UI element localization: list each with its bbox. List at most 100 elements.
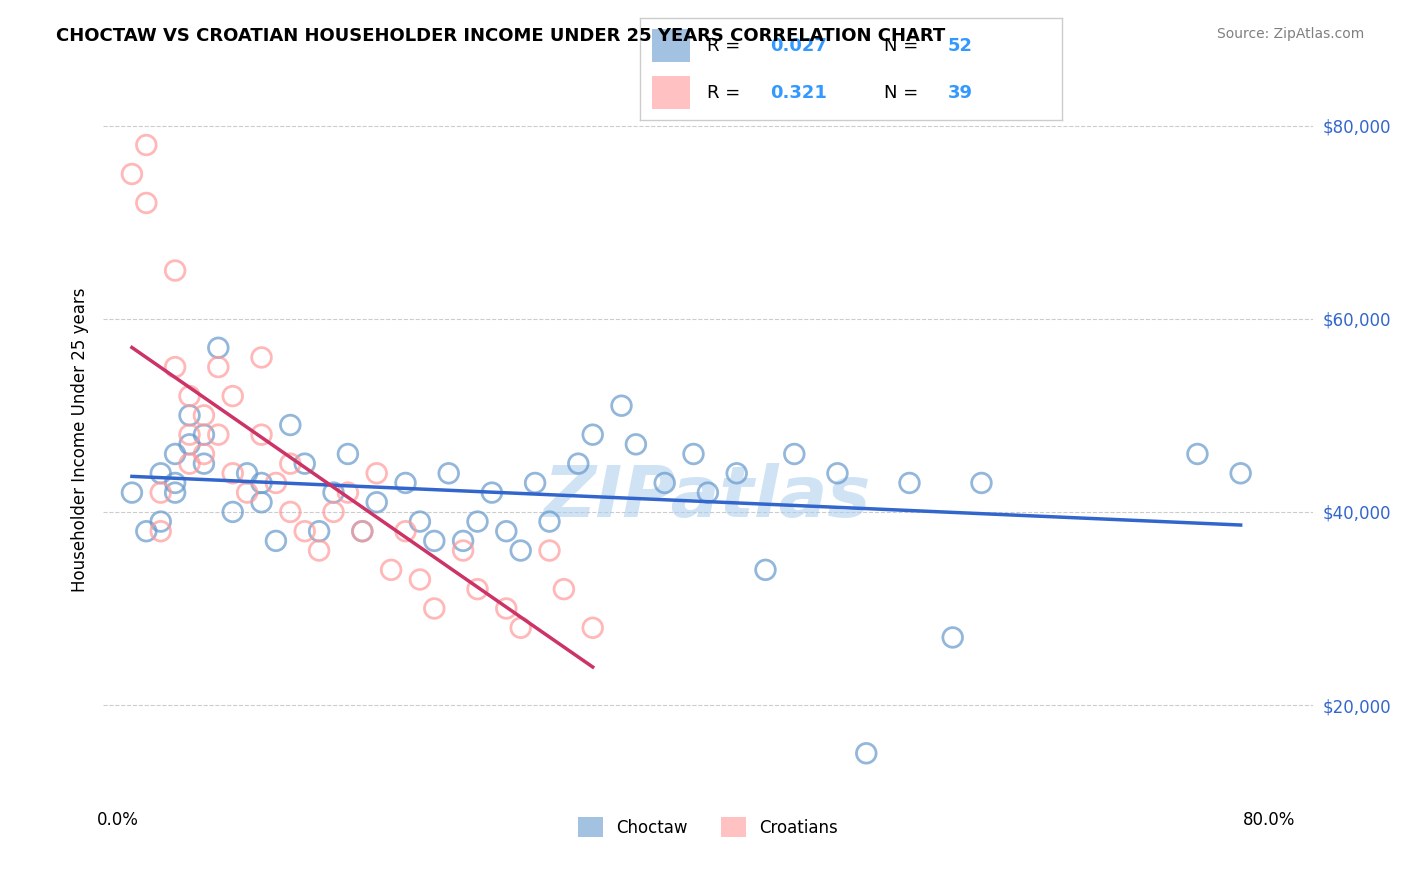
- Point: [193, 447, 215, 461]
- Point: [165, 447, 187, 461]
- Point: [624, 437, 647, 451]
- Point: [509, 621, 531, 635]
- Point: [682, 447, 704, 461]
- Point: [165, 263, 187, 277]
- Point: [121, 485, 143, 500]
- Point: [366, 495, 388, 509]
- Point: [467, 582, 489, 596]
- Point: [783, 447, 806, 461]
- Point: [538, 543, 561, 558]
- Point: [222, 505, 245, 519]
- Point: [250, 427, 273, 442]
- Point: [165, 485, 187, 500]
- Point: [179, 389, 201, 403]
- Point: [352, 524, 374, 539]
- Point: [394, 524, 416, 539]
- Point: [250, 475, 273, 490]
- Point: [165, 475, 187, 490]
- Point: [135, 138, 157, 153]
- Point: [236, 485, 259, 500]
- Text: CHOCTAW VS CROATIAN HOUSEHOLDER INCOME UNDER 25 YEARS CORRELATION CHART: CHOCTAW VS CROATIAN HOUSEHOLDER INCOME U…: [56, 27, 945, 45]
- Text: 0.321: 0.321: [770, 84, 827, 102]
- Y-axis label: Householder Income Under 25 years: Householder Income Under 25 years: [72, 287, 89, 591]
- Point: [149, 524, 172, 539]
- Text: 39: 39: [948, 84, 973, 102]
- Point: [855, 747, 877, 761]
- Point: [322, 505, 344, 519]
- Point: [149, 485, 172, 500]
- Point: [135, 524, 157, 539]
- Point: [121, 167, 143, 181]
- Point: [193, 457, 215, 471]
- Point: [308, 543, 330, 558]
- Point: [495, 601, 517, 615]
- Point: [1187, 447, 1209, 461]
- Point: [278, 457, 301, 471]
- Point: [294, 524, 316, 539]
- Point: [451, 543, 474, 558]
- Text: Source: ZipAtlas.com: Source: ZipAtlas.com: [1216, 27, 1364, 41]
- Text: R =: R =: [707, 84, 747, 102]
- Point: [179, 427, 201, 442]
- Point: [654, 475, 676, 490]
- Point: [380, 563, 402, 577]
- Point: [725, 467, 748, 481]
- Point: [409, 573, 432, 587]
- Point: [278, 505, 301, 519]
- Point: [567, 457, 589, 471]
- Point: [222, 467, 245, 481]
- Text: N =: N =: [884, 37, 924, 54]
- Point: [308, 524, 330, 539]
- Point: [610, 399, 633, 413]
- Point: [423, 601, 446, 615]
- Point: [394, 475, 416, 490]
- Point: [942, 631, 965, 645]
- Point: [207, 360, 229, 375]
- Point: [582, 427, 605, 442]
- Point: [481, 485, 503, 500]
- Bar: [652, 29, 690, 62]
- Point: [553, 582, 575, 596]
- Text: ZIPatlas: ZIPatlas: [544, 463, 872, 532]
- Point: [250, 495, 273, 509]
- Point: [582, 621, 605, 635]
- Point: [336, 485, 359, 500]
- Point: [278, 417, 301, 432]
- Text: R =: R =: [707, 37, 747, 54]
- Text: 52: 52: [948, 37, 973, 54]
- Point: [179, 457, 201, 471]
- Point: [538, 515, 561, 529]
- Point: [222, 389, 245, 403]
- Point: [970, 475, 993, 490]
- Point: [467, 515, 489, 529]
- Point: [207, 341, 229, 355]
- Point: [827, 467, 849, 481]
- Point: [207, 427, 229, 442]
- Point: [264, 533, 287, 548]
- Point: [149, 515, 172, 529]
- Point: [322, 485, 344, 500]
- Point: [366, 467, 388, 481]
- Point: [336, 447, 359, 461]
- Point: [451, 533, 474, 548]
- Text: 0.027: 0.027: [770, 37, 827, 54]
- Text: N =: N =: [884, 84, 924, 102]
- Point: [423, 533, 446, 548]
- Point: [264, 475, 287, 490]
- Point: [409, 515, 432, 529]
- Point: [754, 563, 776, 577]
- Bar: [652, 77, 690, 109]
- Legend: Choctaw, Croatians: Choctaw, Croatians: [571, 810, 845, 844]
- Point: [437, 467, 460, 481]
- Point: [149, 467, 172, 481]
- Point: [236, 467, 259, 481]
- Point: [179, 409, 201, 423]
- Point: [1229, 467, 1251, 481]
- Point: [193, 409, 215, 423]
- Point: [509, 543, 531, 558]
- Point: [352, 524, 374, 539]
- Point: [250, 351, 273, 365]
- Point: [165, 360, 187, 375]
- Point: [696, 485, 718, 500]
- Point: [135, 196, 157, 211]
